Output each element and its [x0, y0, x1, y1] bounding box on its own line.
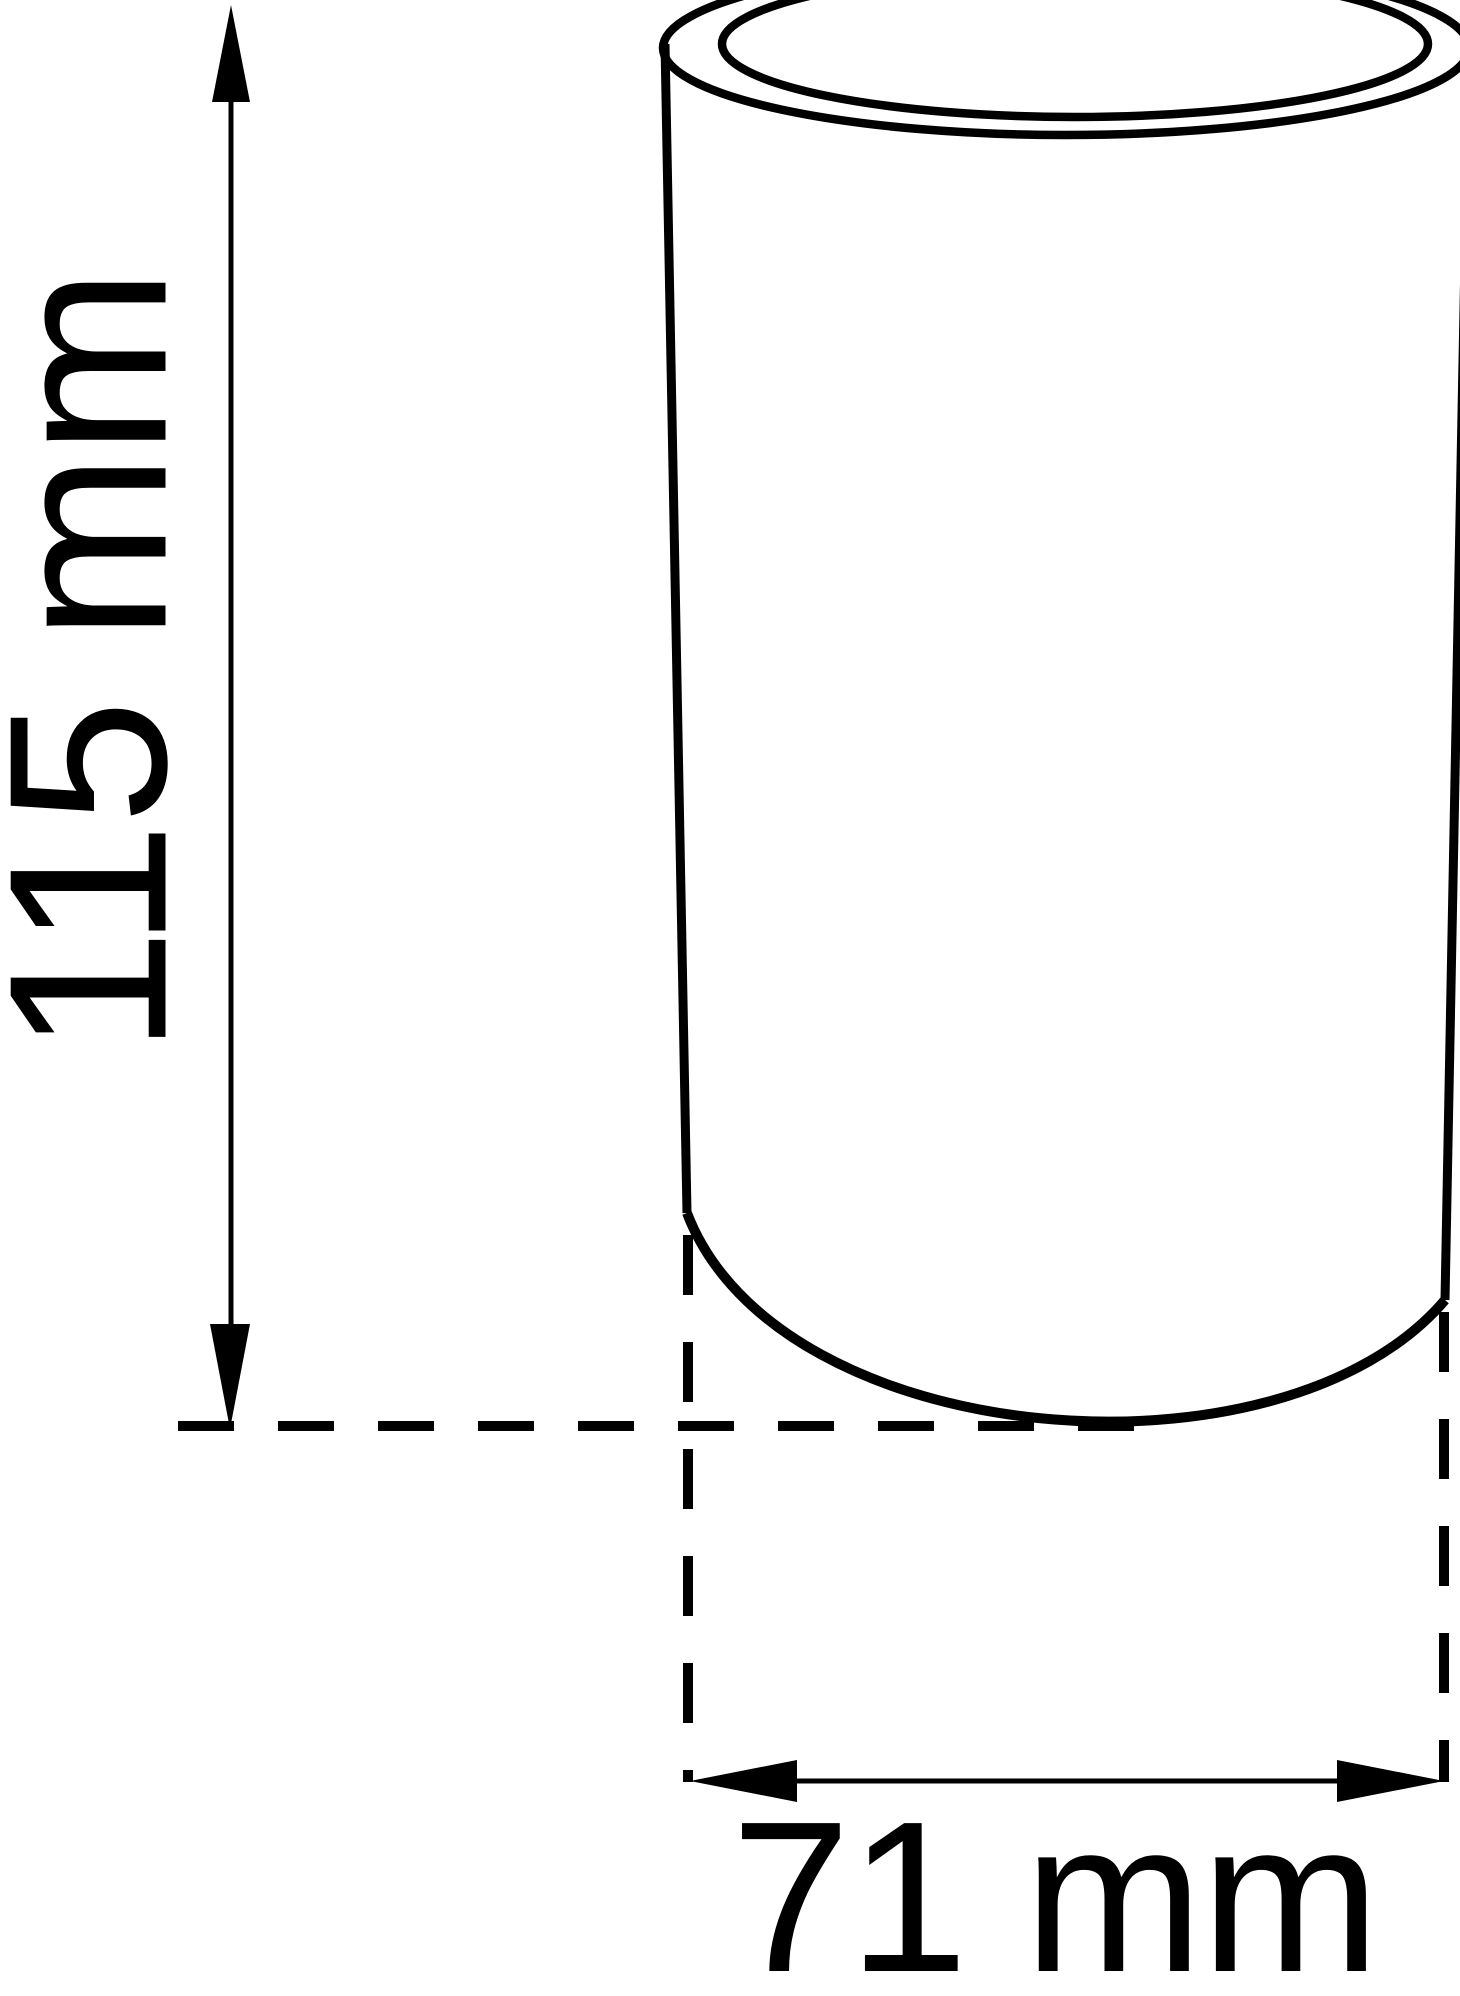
- arrow-up-icon: [212, 5, 250, 102]
- height-dimension-label: 115 mm: [0, 269, 214, 1055]
- arrow-right-icon: [1337, 1760, 1444, 1802]
- cylinder-right-edge: [1440, 282, 1460, 1301]
- arrow-left-icon: [690, 1760, 797, 1802]
- width-dimension-label: 71 mm: [731, 1776, 1380, 1996]
- arrow-down-icon: [210, 1324, 250, 1429]
- cylinder-bottom-arc: [682, 1211, 1449, 1427]
- top-rim-inner-ellipse: [717, 0, 1433, 122]
- cylinder-left-edge: [660, 43, 692, 1214]
